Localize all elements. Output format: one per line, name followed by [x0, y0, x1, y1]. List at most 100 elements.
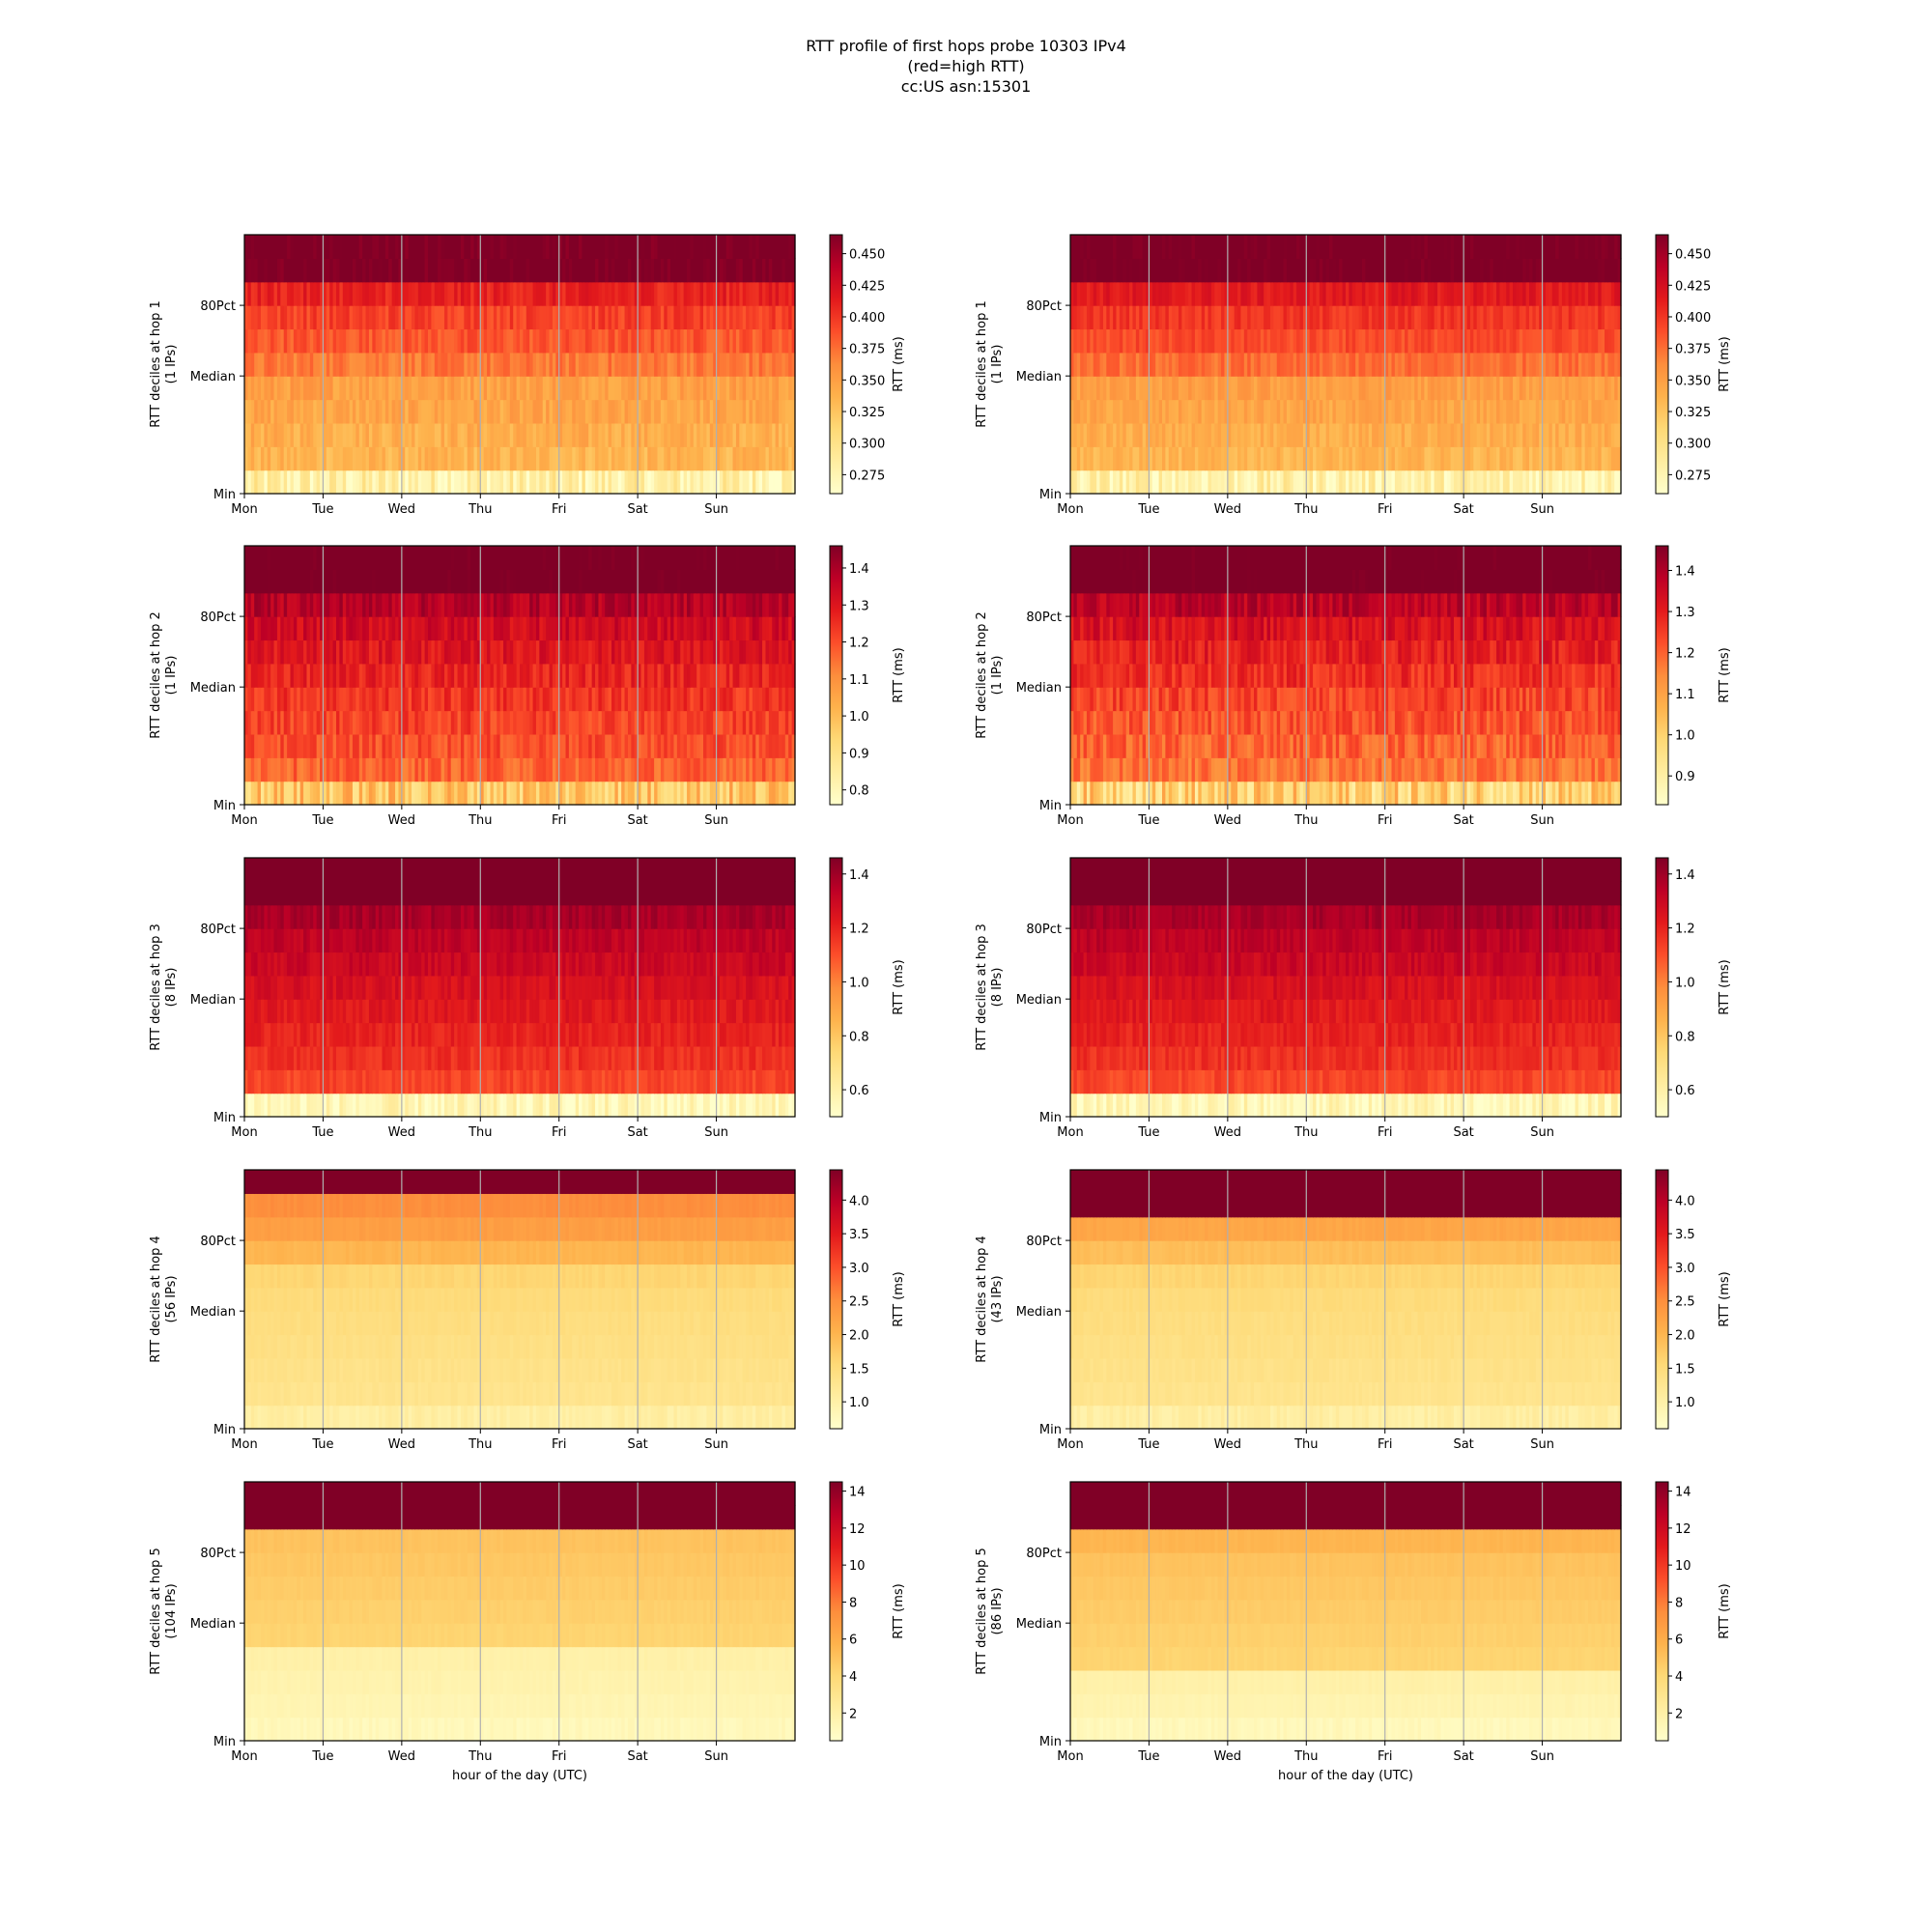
heatmap-cell — [1096, 281, 1101, 306]
heatmap-cell — [729, 422, 734, 447]
heatmap-cell — [1224, 305, 1229, 330]
heatmap-cell — [1247, 281, 1252, 306]
heatmap-cell — [447, 258, 452, 283]
heatmap-cell — [306, 469, 311, 495]
heatmap-cell — [506, 376, 511, 401]
heatmap-cell — [703, 376, 707, 401]
heatmap-cell — [709, 399, 714, 424]
heatmap-cell — [1381, 258, 1386, 283]
heatmap-cell — [1283, 376, 1288, 401]
heatmap-cell — [1375, 422, 1379, 447]
heatmap-cell — [1296, 258, 1301, 283]
heatmap-cell — [329, 305, 334, 330]
heatmap-cell — [1325, 352, 1330, 377]
heatmap-cell — [332, 258, 337, 283]
heatmap-cell — [693, 352, 697, 377]
heatmap-cell — [1516, 281, 1520, 306]
heatmap-cell — [247, 616, 252, 641]
heatmap-cell — [546, 235, 551, 259]
heatmap-cell — [1407, 399, 1412, 424]
heatmap-cell — [647, 399, 652, 424]
heatmap-cell — [405, 352, 410, 377]
heatmap-cell — [473, 446, 478, 471]
heatmap-cell — [320, 469, 325, 495]
heatmap-cell — [457, 328, 462, 354]
heatmap-cell — [483, 376, 488, 401]
heatmap-cell — [306, 757, 311, 782]
heatmap-cell — [250, 328, 255, 354]
heatmap-cell — [608, 258, 612, 283]
heatmap-cell — [247, 710, 252, 735]
heatmap-cell — [709, 281, 714, 306]
heatmap-cell — [605, 422, 610, 447]
heatmap-cell — [352, 469, 356, 495]
heatmap-cell — [1194, 376, 1199, 401]
heatmap-cell — [690, 305, 695, 330]
heatmap-cell — [417, 376, 422, 401]
heatmap-cell — [680, 258, 685, 283]
heatmap-cell — [1299, 376, 1304, 401]
heatmap-cell — [1109, 235, 1114, 259]
heatmap-cell — [1535, 399, 1540, 424]
heatmap-cell — [1214, 376, 1219, 401]
heatmap-cell — [1401, 469, 1406, 495]
heatmap-cell — [1375, 376, 1379, 401]
heatmap-cell — [526, 469, 530, 495]
heatmap-cell — [739, 235, 744, 259]
heatmap-cell — [1434, 328, 1438, 354]
heatmap-cell — [1319, 469, 1323, 495]
heatmap-cell — [784, 446, 789, 471]
heatmap-cell — [408, 422, 412, 447]
heatmap-cell — [476, 328, 481, 354]
heatmap-cell — [772, 446, 777, 471]
heatmap-cell — [791, 376, 796, 401]
heatmap-cell — [1309, 422, 1314, 447]
heatmap-cell — [438, 352, 442, 377]
heatmap-cell — [368, 376, 373, 401]
heatmap-cell — [1358, 446, 1363, 471]
heatmap-cell — [1591, 352, 1596, 377]
heatmap-cell — [1473, 281, 1478, 306]
heatmap-cell — [424, 469, 429, 495]
heatmap-cell — [1073, 305, 1078, 330]
heatmap-cell — [358, 469, 363, 495]
heatmap-cell — [1506, 422, 1511, 447]
heatmap-cell — [320, 352, 325, 377]
heatmap-cell — [1565, 422, 1570, 447]
heatmap-cell — [250, 258, 255, 283]
heatmap-cell — [1162, 258, 1166, 283]
heatmap-cell — [270, 616, 275, 641]
heatmap-cell — [535, 258, 540, 283]
heatmap-cell — [1496, 446, 1501, 471]
heatmap-cell — [584, 328, 589, 354]
heatmap-cell — [1257, 422, 1262, 447]
heatmap-cell — [1142, 305, 1147, 330]
heatmap-cell — [568, 422, 573, 447]
heatmap-cell — [732, 399, 737, 424]
heatmap-cell — [584, 399, 589, 424]
heatmap-cell — [1575, 399, 1579, 424]
heatmap-cell — [1181, 328, 1186, 354]
heatmap-cell — [784, 281, 789, 306]
heatmap-cell — [1162, 281, 1166, 306]
heatmap-cell — [1135, 376, 1140, 401]
heatmap-cell — [775, 733, 780, 758]
heatmap-cell — [408, 258, 412, 283]
heatmap-cell — [1313, 305, 1318, 330]
heatmap-cell — [247, 399, 252, 424]
heatmap-cell — [1584, 399, 1589, 424]
heatmap-cell — [1502, 258, 1507, 283]
heatmap-cell — [1466, 422, 1471, 447]
heatmap-cell — [1584, 352, 1589, 377]
heatmap-cell — [1184, 469, 1189, 495]
heatmap-cell — [1290, 376, 1294, 401]
heatmap-cell — [719, 733, 724, 758]
heatmap-cell — [450, 352, 455, 377]
heatmap-cell — [719, 663, 724, 688]
heatmap-cell — [467, 781, 471, 806]
heatmap-cell — [719, 687, 724, 712]
heatmap-cell — [575, 469, 580, 495]
heatmap-cell — [1158, 328, 1163, 354]
heatmap-cell — [1096, 422, 1101, 447]
heatmap-cell — [303, 399, 308, 424]
